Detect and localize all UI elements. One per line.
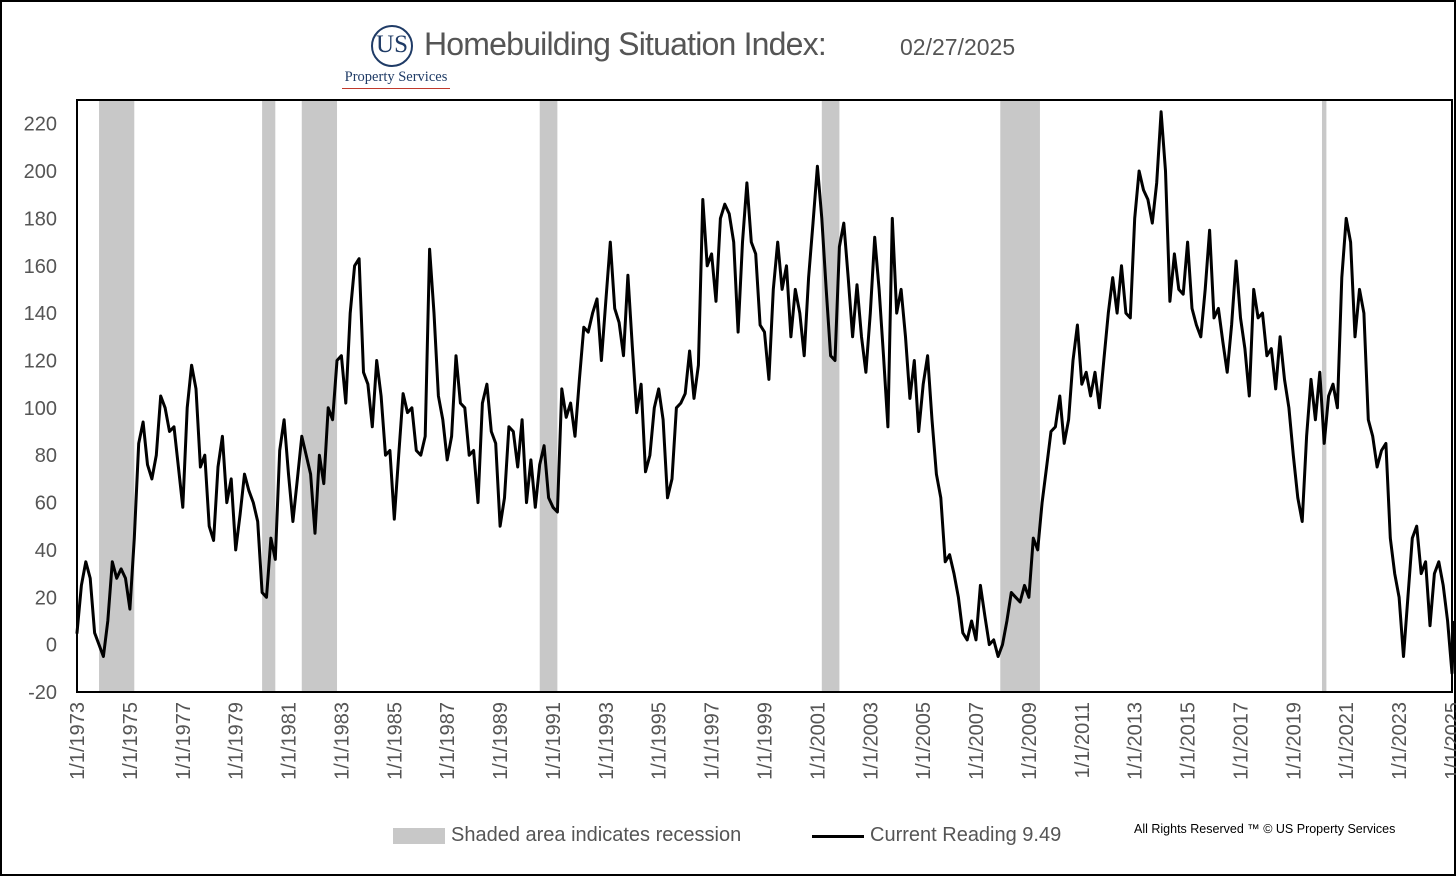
company-logo: US Property Services [340,22,452,92]
recession-band [539,100,558,692]
x-tick-label: 1/1/2017 [1231,702,1253,780]
y-tick-label: 120 [24,350,57,372]
chart-title: Homebuilding Situation Index: [424,26,827,62]
logo-circle [371,25,413,67]
x-tick-label: 1/1/2025 [1442,702,1456,780]
x-tick-label: 1/1/2015 [1178,702,1200,780]
y-tick-label: 0 [46,635,57,657]
plot-area [76,99,1453,693]
x-axis: 1/1/1973 1/1/1975 1/1/1977 1/1/1979 1/1/1981… [67,702,1456,780]
y-tick-label: 100 [24,398,57,420]
x-tick-label: 1/1/1975 [120,702,142,780]
x-tick-label: 1/1/1983 [331,702,353,780]
x-tick-label: 1/1/2013 [1125,702,1147,780]
x-tick-label: 1/1/1985 [384,702,406,780]
series-swatch [812,835,864,838]
y-tick-label: 160 [24,256,57,278]
x-tick-label: 1/1/2021 [1336,702,1358,780]
x-tick-label: 1/1/2019 [1283,702,1305,780]
x-tick-label: 1/1/2003 [860,702,882,780]
legend-series-label: Current Reading 9.49 [870,824,1062,846]
y-tick-label: 220 [24,114,57,136]
chart-date: 02/27/2025 [900,34,1016,60]
x-tick-label: 1/1/1997 [702,702,724,780]
x-tick-label: 1/1/1995 [649,702,671,780]
x-tick-label: 1/1/1977 [173,702,195,780]
logo-underline [342,88,450,89]
copyright-notice: All Rights Reserved ™ © US Property Serv… [1134,822,1396,836]
y-tick-label: 20 [35,587,57,609]
x-tick-label: 1/1/1989 [490,702,512,780]
y-tick-label: 200 [24,161,57,183]
y-tick-label: 80 [35,445,57,467]
x-tick-label: 1/1/1973 [67,702,89,780]
logo-letters: US [376,31,408,58]
series-layer [75,110,1456,675]
y-tick-label: 140 [24,303,57,325]
y-tick-label: 180 [24,208,57,230]
legend-recession-label: Shaded area indicates recession [451,824,742,846]
x-tick-label: 1/1/1991 [543,702,565,780]
y-tick-label: -20 [28,682,57,704]
y-tick-label: 60 [35,493,57,515]
y-tick-label: 40 [35,540,57,562]
x-tick-label: 1/1/1993 [596,702,618,780]
recession-band [301,100,338,692]
recession-band [1321,100,1327,692]
series-line [75,110,1456,675]
x-tick-label: 1/1/2007 [966,702,988,780]
recession-band [1000,100,1040,692]
x-tick-label: 1/1/2009 [1019,702,1041,780]
x-tick-label: 1/1/2001 [807,702,829,780]
logo-wordmark: Property Services [344,69,448,85]
x-tick-label: 1/1/1987 [437,702,459,780]
x-tick-label: 1/1/2005 [913,702,935,780]
recession-band [821,100,840,692]
recession-bands [99,100,1327,692]
x-tick-label: 1/1/2011 [1072,702,1094,778]
recession-band [262,100,276,692]
x-tick-label: 1/1/1981 [279,702,301,780]
x-tick-label: 1/1/2023 [1389,702,1411,780]
recession-swatch [393,828,445,844]
x-tick-label: 1/1/1979 [226,702,248,780]
x-tick-label: 1/1/1999 [755,702,777,780]
